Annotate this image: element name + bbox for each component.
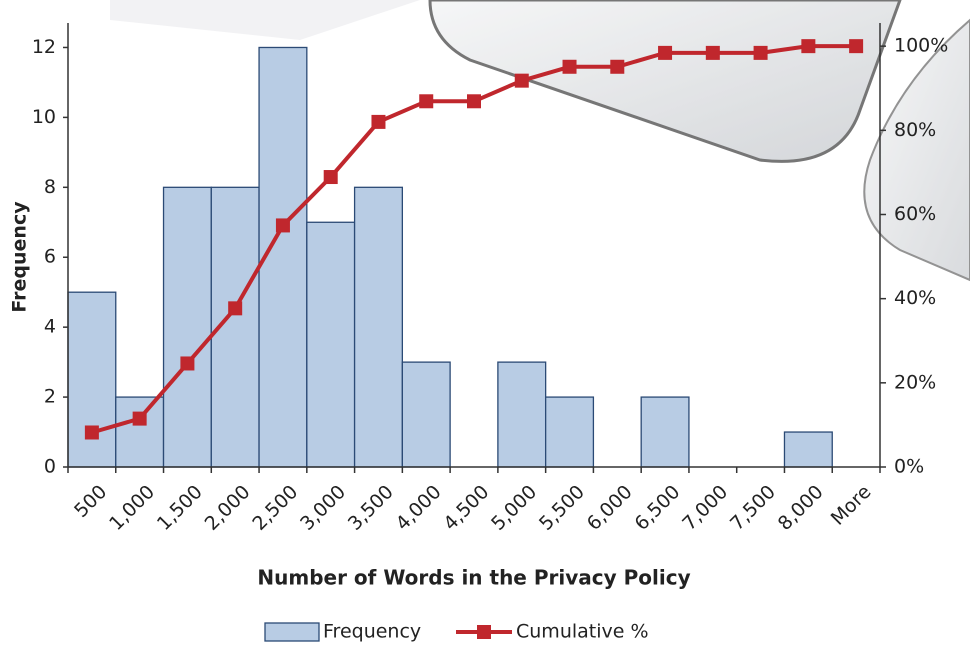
legend-label: Frequency: [323, 621, 421, 643]
bar: [115, 396, 165, 468]
bar: [162, 186, 212, 468]
y-tick-label: 12: [32, 36, 56, 58]
y-tick-label: 6: [44, 246, 56, 268]
bar: [544, 396, 595, 468]
bar: [67, 291, 117, 468]
marker: [180, 356, 195, 371]
legend-swatch: [264, 622, 320, 642]
bar: [497, 361, 547, 468]
marker: [419, 94, 434, 109]
bar: [210, 186, 260, 468]
marker: [801, 39, 816, 54]
y-tick-label: 0: [44, 456, 56, 478]
y2-tick-label: 100%: [894, 35, 948, 57]
marker: [753, 45, 768, 60]
y-tick-label: 8: [44, 176, 56, 198]
marker: [658, 45, 673, 60]
y-axis-title: Frequency: [9, 201, 31, 313]
x-axis-title: Number of Words in the Privacy Policy: [257, 566, 690, 590]
bar: [783, 431, 833, 468]
bar: [640, 396, 690, 468]
marker: [610, 59, 625, 74]
bar: [353, 186, 404, 468]
marker: [84, 425, 99, 440]
marker: [371, 114, 386, 129]
y2-tick-label: 80%: [894, 119, 936, 141]
legend-label: Cumulative %: [516, 621, 649, 643]
marker: [849, 39, 864, 54]
marker: [514, 73, 529, 88]
marker: [323, 170, 338, 185]
y-tick-label: 2: [44, 386, 56, 408]
y-tick-label: 4: [44, 316, 56, 338]
y2-tick-label: 60%: [894, 203, 936, 225]
marker: [562, 59, 577, 74]
bar: [401, 361, 451, 468]
y2-tick-label: 20%: [894, 371, 936, 393]
y2-tick-label: 40%: [894, 287, 936, 309]
marker: [132, 411, 147, 426]
marker: [275, 218, 290, 233]
bar: [306, 221, 356, 468]
marker: [467, 94, 481, 109]
y2-tick-label: 0%: [894, 456, 924, 478]
marker: [228, 301, 243, 316]
legend-marker: [477, 625, 491, 639]
y-tick-label: 10: [32, 106, 56, 128]
marker: [705, 45, 720, 60]
